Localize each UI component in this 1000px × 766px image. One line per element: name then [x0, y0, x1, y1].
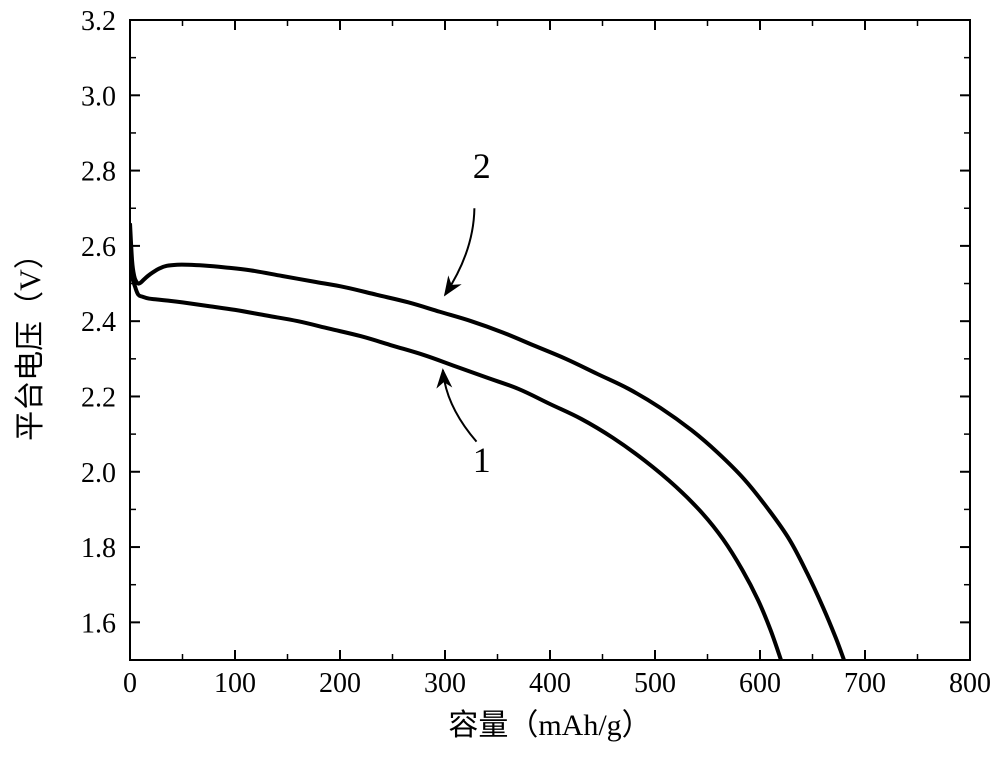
x-tick-label: 300 [424, 668, 466, 699]
y-tick-label: 3.0 [81, 81, 116, 112]
x-tick-label: 800 [949, 668, 991, 699]
x-tick-label: 500 [634, 668, 676, 699]
x-axis-label: 容量（mAh/g） [448, 709, 651, 742]
annotation-arrow [443, 370, 477, 442]
chart-svg: 0 100 200 300 400 500 600 700 800 容量（mAh/g） 1.6 1.8… [0, 0, 1000, 766]
y-tick-label: 1.6 [81, 608, 116, 639]
annotation-arrow [445, 208, 474, 295]
annotation-label: 2 [473, 146, 491, 186]
y-tick-label: 3.2 [81, 6, 116, 37]
y-tick-label: 2.6 [81, 232, 116, 263]
x-tick-label: 0 [123, 668, 137, 699]
x-tick-label: 700 [844, 668, 886, 699]
y-tick-label: 1.8 [81, 533, 116, 564]
y-tick-label: 2.0 [81, 458, 116, 489]
y-axis-label: 平台电压（V） [14, 239, 47, 441]
x-tick-label: 400 [529, 668, 571, 699]
y-tick-label: 2.8 [81, 157, 116, 188]
annotation-label: 1 [473, 440, 491, 480]
x-tick-label: 600 [739, 668, 781, 699]
y-tick-label: 2.2 [81, 382, 116, 413]
x-tick-label: 200 [319, 668, 361, 699]
plot-border [130, 20, 970, 660]
y-tick-label: 2.4 [81, 307, 116, 338]
x-tick-label: 100 [214, 668, 256, 699]
discharge-curve-chart: 0 100 200 300 400 500 600 700 800 容量（mAh/g） 1.6 1.8… [0, 0, 1000, 766]
